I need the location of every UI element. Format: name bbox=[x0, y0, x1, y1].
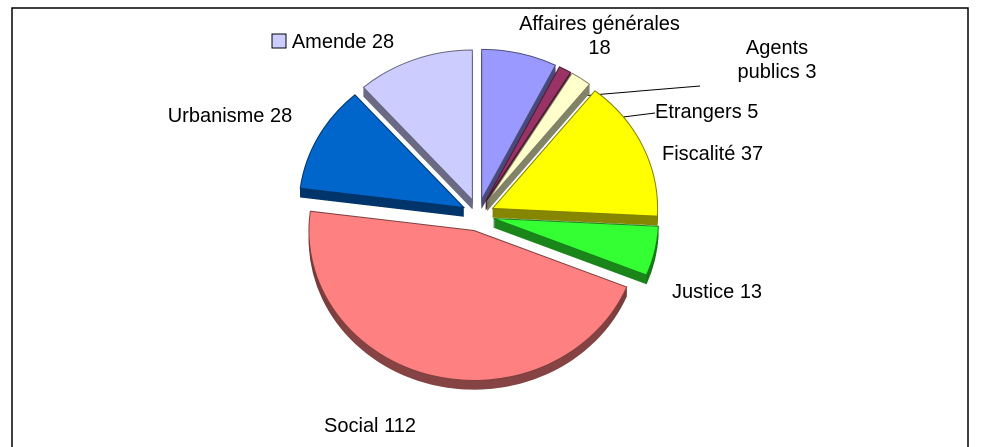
category-label: Amende bbox=[291, 31, 367, 53]
slice-label: Fiscalité 37 bbox=[662, 142, 822, 166]
category-label: Affaires générales bbox=[519, 13, 680, 35]
value-label: 28 bbox=[270, 105, 293, 127]
value-label: 112 bbox=[384, 415, 416, 437]
slice-label: Etrangers 5 bbox=[655, 100, 805, 124]
slice-label: Affaires générales 18 bbox=[512, 12, 687, 60]
value-label: 13 bbox=[739, 281, 763, 303]
slice-label: Justice 13 bbox=[672, 280, 822, 304]
slice-label: Urbanisme 28 bbox=[160, 104, 300, 128]
category-label: Justice bbox=[672, 281, 735, 303]
value-label: 37 bbox=[740, 143, 764, 165]
legend-key bbox=[271, 33, 287, 49]
value-label: 28 bbox=[371, 31, 395, 53]
slice-label: Amende 28 bbox=[288, 30, 398, 54]
slice bbox=[362, 49, 473, 202]
category-label: Social bbox=[324, 415, 379, 437]
slice bbox=[481, 48, 557, 200]
slice-label: Agents publics 3 bbox=[712, 36, 842, 84]
category-label: Urbanisme bbox=[167, 105, 265, 127]
category-label: Etrangers bbox=[655, 101, 742, 123]
value-label: 3 bbox=[805, 61, 817, 83]
slice bbox=[485, 66, 572, 202]
slice-label: Social 112 bbox=[290, 414, 450, 438]
value-label: 5 bbox=[747, 101, 759, 123]
value-label: 18 bbox=[588, 37, 611, 59]
leader-line bbox=[567, 85, 701, 98]
chart-border bbox=[11, 7, 969, 447]
slice bbox=[493, 217, 659, 276]
slice bbox=[491, 90, 659, 217]
slice bbox=[299, 94, 466, 209]
category-label: Agents publics bbox=[737, 37, 809, 83]
slice bbox=[308, 210, 628, 381]
category-label: Fiscalité bbox=[662, 143, 736, 165]
slice bbox=[486, 72, 591, 203]
